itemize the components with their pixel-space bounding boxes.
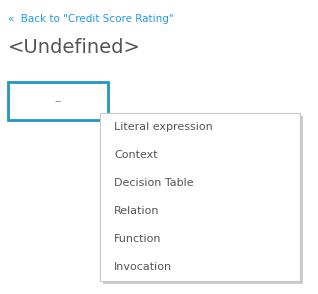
- Bar: [100, 113, 300, 281]
- Text: Relation: Relation: [114, 206, 160, 216]
- Text: Context: Context: [114, 150, 158, 160]
- Text: <Undefined>: <Undefined>: [8, 38, 141, 57]
- Text: «  Back to "Credit Score Rating": « Back to "Credit Score Rating": [8, 14, 174, 24]
- Text: Literal expression: Literal expression: [114, 122, 213, 132]
- Text: Decision Table: Decision Table: [114, 178, 194, 188]
- Bar: [103, 116, 303, 284]
- Text: Invocation: Invocation: [114, 262, 172, 272]
- Text: Function: Function: [114, 234, 162, 244]
- Bar: [8, 82, 108, 120]
- Text: --: --: [54, 96, 62, 106]
